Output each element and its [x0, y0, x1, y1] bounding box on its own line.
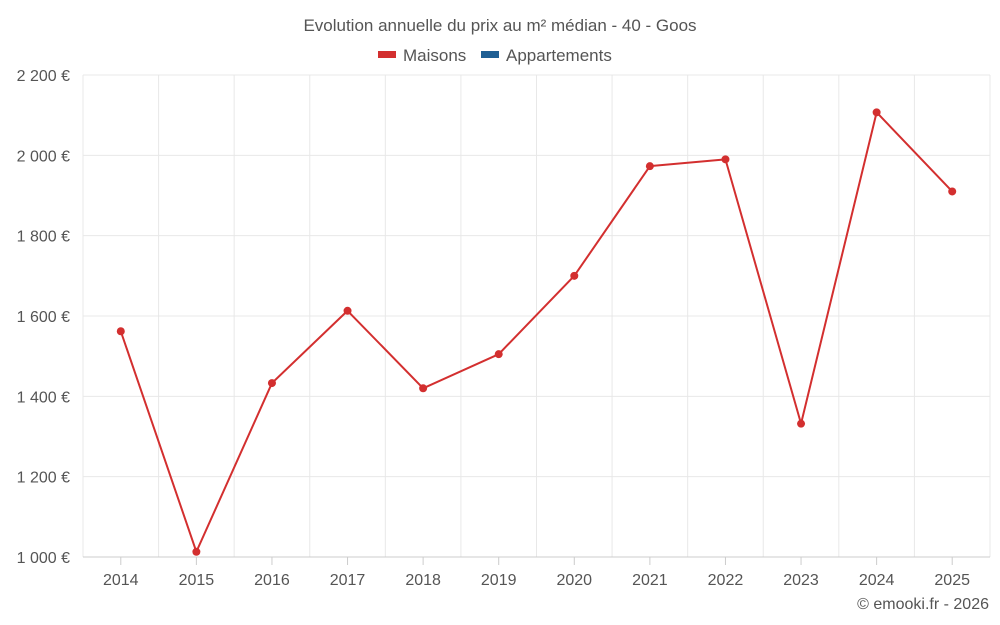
x-tick-label: 2022	[708, 572, 744, 589]
data-point[interactable]	[797, 419, 806, 428]
y-tick-label: 2 200 €	[17, 68, 70, 85]
credit-text: © emooki.fr - 2026	[857, 596, 989, 613]
y-tick-label: 1 600 €	[17, 309, 70, 326]
chart-title: Evolution annuelle du prix au m² médian …	[303, 16, 696, 35]
series-line	[119, 111, 953, 553]
data-point[interactable]	[343, 306, 352, 315]
x-tick-label: 2014	[103, 572, 139, 589]
data-point[interactable]	[948, 187, 957, 196]
data-point[interactable]	[872, 108, 881, 117]
data-point[interactable]	[645, 162, 654, 171]
data-point[interactable]	[116, 327, 125, 336]
data-point[interactable]	[192, 547, 201, 556]
x-tick-label: 2019	[481, 572, 517, 589]
data-point[interactable]	[419, 384, 428, 393]
legend-swatch-maisons	[378, 51, 396, 58]
x-tick-label: 2015	[179, 572, 215, 589]
x-tick-label: 2020	[556, 572, 592, 589]
data-point[interactable]	[267, 379, 276, 388]
series-maisons	[116, 108, 957, 556]
y-tick-label: 1 800 €	[17, 229, 70, 246]
x-tick-label: 2024	[859, 572, 895, 589]
y-tick-label: 1 200 €	[17, 470, 70, 487]
legend-swatch-appartements	[481, 51, 499, 58]
legend-label-maisons: Maisons	[403, 46, 466, 65]
x-tick-label: 2023	[783, 572, 819, 589]
legend-item-appartements[interactable]: Appartements	[481, 46, 612, 65]
data-point[interactable]	[570, 271, 579, 280]
x-tick-label: 2017	[330, 572, 366, 589]
data-point[interactable]	[721, 155, 730, 164]
legend: Maisons Appartements	[378, 46, 612, 65]
x-tick-label: 2025	[934, 572, 970, 589]
x-tick-label: 2018	[405, 572, 441, 589]
legend-label-appartements: Appartements	[506, 46, 612, 65]
x-tick-label: 2016	[254, 572, 290, 589]
x-tick-label: 2021	[632, 572, 668, 589]
y-tick-label: 1 000 €	[17, 550, 70, 567]
y-axis-ticks: 1 000 € 1 200 € 1 400 € 1 600 € 1 800 € 2 000…	[17, 68, 70, 567]
x-axis-ticks: 2014 2015 2016 2017 2018 2019 2020 2021 2022 2023…	[103, 557, 970, 589]
y-tick-label: 2 000 €	[17, 148, 70, 165]
legend-item-maisons[interactable]: Maisons	[378, 46, 466, 65]
data-point[interactable]	[494, 350, 503, 359]
y-tick-label: 1 400 €	[17, 389, 70, 406]
